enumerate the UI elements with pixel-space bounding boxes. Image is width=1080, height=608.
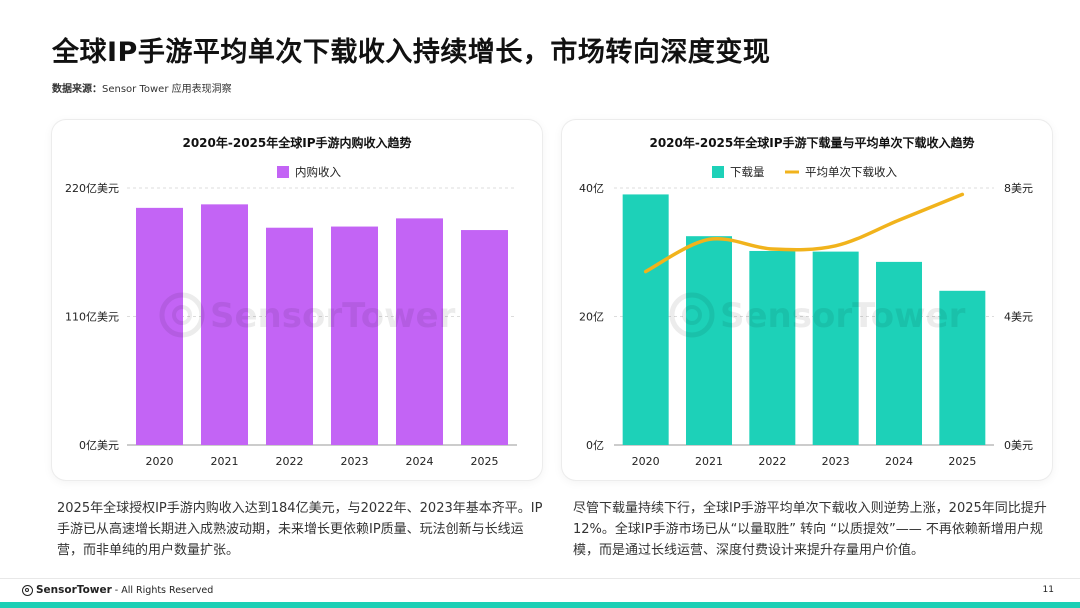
footer-brand: SensorTower bbox=[36, 584, 112, 596]
legend-swatch-bars bbox=[712, 166, 724, 178]
bar bbox=[331, 226, 378, 445]
data-source: 数据来源：Sensor Tower 应用表现洞察 bbox=[52, 80, 232, 95]
page-number: 11 bbox=[1042, 585, 1054, 595]
watermark: SensorTower bbox=[669, 292, 966, 338]
bar bbox=[266, 227, 313, 445]
bar bbox=[201, 204, 248, 445]
x-tick-label: 2022 bbox=[276, 455, 304, 468]
watermark-logo-inner bbox=[172, 305, 192, 325]
legend-label: 内购收入 bbox=[295, 165, 341, 179]
footer-rights: - All Rights Reserved bbox=[114, 584, 214, 596]
y-right-tick-label: 4美元 bbox=[1004, 311, 1033, 324]
bottom-accent-bar bbox=[0, 602, 1080, 608]
footer-logo: SensorTower - All Rights Reserved bbox=[22, 584, 213, 596]
x-tick-label: 2024 bbox=[885, 455, 913, 468]
bar bbox=[622, 194, 669, 445]
watermark-text: SensorTower bbox=[720, 296, 966, 336]
watermark: SensorTower bbox=[159, 292, 456, 338]
bar bbox=[749, 250, 796, 445]
bar bbox=[686, 236, 732, 445]
series-line bbox=[643, 192, 965, 274]
x-tick-label: 2021 bbox=[695, 455, 723, 468]
y-left-tick-label: 0亿 bbox=[586, 439, 604, 452]
y-left-tick-label: 20亿 bbox=[579, 311, 604, 324]
bar bbox=[812, 251, 859, 445]
revenue-chart-card: 2020年-2025年全球IP手游内购收入趋势内购收入 0亿美元 110亿美元 220… bbox=[52, 120, 542, 480]
legend-label-bars: 下载量 bbox=[730, 165, 765, 179]
x-tick-label: 2020 bbox=[632, 455, 660, 468]
x-tick-label: 2020 bbox=[146, 455, 174, 468]
legend-swatch bbox=[277, 166, 289, 178]
watermark-text: SensorTower bbox=[210, 296, 456, 336]
x-tick-label: 2023 bbox=[822, 455, 850, 468]
x-tick-label: 2021 bbox=[211, 455, 239, 468]
source-label: 数据来源： bbox=[52, 84, 102, 95]
chart-title: 2020年-2025年全球IP手游下载量与平均单次下载收入趋势 bbox=[649, 135, 974, 150]
x-tick-label: 2023 bbox=[341, 455, 369, 468]
watermark-logo-icon bbox=[159, 292, 205, 338]
footer-divider bbox=[0, 578, 1080, 579]
legend-label-line: 平均单次下载收入 bbox=[805, 165, 897, 179]
y-right-tick-label: 8美元 bbox=[1004, 182, 1033, 195]
y-tick-label: 110亿美元 bbox=[65, 311, 119, 324]
bar bbox=[461, 230, 508, 445]
chart-title: 2020年-2025年全球IP手游内购收入趋势 bbox=[182, 135, 411, 150]
y-tick-label: 0亿美元 bbox=[79, 439, 119, 452]
sensortower-logo-icon bbox=[22, 584, 33, 596]
page-title: 全球IP手游平均单次下载收入持续增长，市场转向深度变现 bbox=[52, 37, 771, 68]
y-right-tick-label: 0美元 bbox=[1004, 439, 1033, 452]
watermark-logo-inner bbox=[682, 305, 702, 325]
y-left-tick-label: 40亿 bbox=[579, 182, 604, 195]
y-tick-label: 220亿美元 bbox=[65, 182, 119, 195]
x-tick-label: 2025 bbox=[948, 455, 976, 468]
x-tick-label: 2025 bbox=[471, 455, 499, 468]
x-tick-label: 2024 bbox=[406, 455, 434, 468]
downloads-chart-card: 2020年-2025年全球IP手游下载量与平均单次下载收入趋势下载量 平均单次下载… bbox=[562, 120, 1052, 480]
bar bbox=[876, 261, 922, 445]
downloads-description: 尽管下载量持续下行，全球IP手游平均单次下载收入则逆势上涨，2025年同比提升1… bbox=[573, 501, 1047, 558]
bar bbox=[136, 207, 183, 445]
bar bbox=[396, 218, 443, 445]
source-value: Sensor Tower 应用表现洞察 bbox=[102, 84, 232, 95]
revenue-description: 2025年全球授权IP手游内购收入达到184亿美元，与2022年、2023年基本… bbox=[57, 501, 543, 558]
bar bbox=[939, 290, 986, 445]
watermark-logo-icon bbox=[669, 292, 715, 338]
x-tick-label: 2022 bbox=[758, 455, 786, 468]
